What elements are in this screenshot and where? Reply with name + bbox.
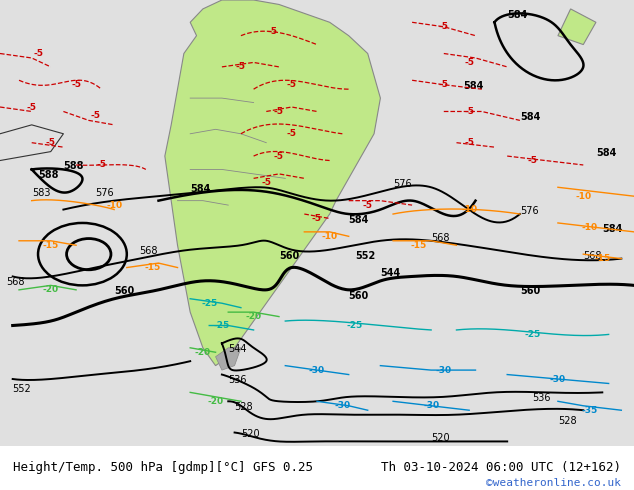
Text: -5: -5 <box>312 214 322 223</box>
Text: 536: 536 <box>533 393 551 403</box>
Text: -30: -30 <box>309 366 325 374</box>
Text: ©weatheronline.co.uk: ©weatheronline.co.uk <box>486 478 621 488</box>
Text: 576: 576 <box>520 206 538 216</box>
Text: 584: 584 <box>349 215 369 225</box>
Text: 584: 584 <box>602 224 623 234</box>
Text: -20: -20 <box>42 285 59 294</box>
Text: -5: -5 <box>274 151 284 161</box>
Text: -25: -25 <box>524 330 541 339</box>
Text: 568: 568 <box>583 250 602 261</box>
Text: -5: -5 <box>96 161 107 170</box>
Text: -35: -35 <box>581 406 598 415</box>
Text: 520: 520 <box>241 429 259 439</box>
Text: -5: -5 <box>46 138 56 147</box>
Text: -30: -30 <box>550 374 566 384</box>
Text: -5: -5 <box>363 200 373 210</box>
Text: Th 03-10-2024 06:00 UTC (12+162): Th 03-10-2024 06:00 UTC (12+162) <box>381 462 621 474</box>
Text: -20: -20 <box>195 348 211 357</box>
Text: -5: -5 <box>27 102 37 112</box>
Text: -25: -25 <box>347 321 363 330</box>
Text: -10: -10 <box>321 232 338 241</box>
Polygon shape <box>165 0 380 366</box>
Text: -5: -5 <box>236 62 246 72</box>
Text: 576: 576 <box>393 179 411 189</box>
Text: 584: 584 <box>596 148 616 158</box>
Text: 568: 568 <box>139 246 158 256</box>
Text: -30: -30 <box>423 401 439 410</box>
Text: 588: 588 <box>63 161 84 172</box>
Text: Height/Temp. 500 hPa [gdmp][°C] GFS 0.25: Height/Temp. 500 hPa [gdmp][°C] GFS 0.25 <box>13 462 313 474</box>
Text: 588: 588 <box>38 171 58 180</box>
Text: -25: -25 <box>201 299 217 308</box>
Text: 536: 536 <box>228 375 247 386</box>
Text: -5: -5 <box>33 49 43 58</box>
Text: -5: -5 <box>287 129 297 138</box>
Text: 584: 584 <box>507 10 527 20</box>
Text: 544: 544 <box>228 344 247 354</box>
Text: 560: 560 <box>520 286 540 296</box>
Text: -5: -5 <box>261 178 271 187</box>
Text: 528: 528 <box>235 402 253 412</box>
Text: -25: -25 <box>214 321 230 330</box>
Text: 520: 520 <box>431 434 450 443</box>
Text: 584: 584 <box>463 81 483 91</box>
Text: -20: -20 <box>245 312 262 321</box>
Text: -10: -10 <box>461 205 477 214</box>
Text: 583: 583 <box>32 188 50 198</box>
Text: -5: -5 <box>439 22 449 31</box>
Text: -20: -20 <box>207 397 224 406</box>
Text: -5: -5 <box>268 27 278 36</box>
Text: 560: 560 <box>349 291 369 301</box>
Text: -15: -15 <box>42 241 59 250</box>
Polygon shape <box>216 348 241 370</box>
Text: -5: -5 <box>464 138 474 147</box>
Text: -10: -10 <box>575 192 592 201</box>
Text: -15: -15 <box>594 254 611 263</box>
Text: 568: 568 <box>6 277 25 287</box>
Text: 568: 568 <box>431 233 450 243</box>
Text: -5: -5 <box>439 80 449 89</box>
Text: -5: -5 <box>71 80 81 89</box>
Text: -5: -5 <box>287 80 297 89</box>
Text: -5: -5 <box>90 111 100 121</box>
Text: -5: -5 <box>464 58 474 67</box>
Text: 560: 560 <box>114 286 134 296</box>
Text: -5: -5 <box>464 107 474 116</box>
Text: 584: 584 <box>190 184 210 194</box>
Text: -15: -15 <box>410 241 427 250</box>
Text: 528: 528 <box>558 416 576 426</box>
Text: -5: -5 <box>527 156 538 165</box>
Text: 576: 576 <box>95 188 113 198</box>
Text: 584: 584 <box>520 112 540 122</box>
Text: -10: -10 <box>106 200 122 210</box>
Text: -5: -5 <box>274 107 284 116</box>
Text: -10: -10 <box>581 223 598 232</box>
Text: -30: -30 <box>436 366 452 374</box>
Text: 560: 560 <box>279 250 299 261</box>
Text: 544: 544 <box>380 269 401 278</box>
Text: 552: 552 <box>355 250 375 261</box>
Text: -15: -15 <box>144 263 160 272</box>
Text: 552: 552 <box>13 384 32 394</box>
Polygon shape <box>558 9 596 45</box>
Text: -30: -30 <box>334 401 351 410</box>
